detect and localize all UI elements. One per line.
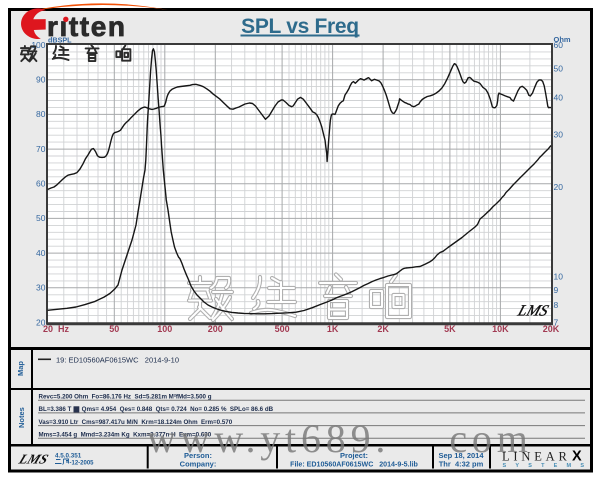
svg-text:5K: 5K	[444, 324, 456, 334]
svg-text:19: ED10560AF0615WC 2014-9-1: 19: ED10560AF0615WC 2014-9-10	[56, 356, 179, 365]
svg-text:Revc=5.200 Ohm Fo=86.176 Hz: Revc=5.200 Ohm Fo=86.176 Hz Sd=5.281m M²…	[39, 394, 212, 401]
svg-text:Thr 4:32 pm: Thr 4:32 pm	[439, 460, 484, 469]
svg-text:50: 50	[554, 64, 564, 74]
svg-text:80: 80	[36, 109, 46, 119]
svg-text:40: 40	[554, 92, 564, 102]
svg-text:Sep 18, 2014: Sep 18, 2014	[438, 451, 484, 460]
svg-text:Vas=3.910 Ltr Cms=987.417u M/: Vas=3.910 Ltr Cms=987.417u M/N Krm=18.12…	[39, 419, 233, 426]
svg-text:20 Hz: 20 Hz	[43, 324, 70, 334]
svg-text:50: 50	[109, 324, 119, 334]
svg-text:Notes: Notes	[17, 407, 26, 428]
svg-text:500: 500	[275, 324, 290, 334]
svg-text:-12-2005: -12-2005	[70, 461, 95, 467]
svg-text:SPL vs Freq: SPL vs Freq	[241, 15, 359, 38]
svg-text:8: 8	[554, 300, 559, 310]
svg-text:90: 90	[36, 75, 46, 85]
svg-text:7: 7	[554, 318, 559, 328]
svg-text:100: 100	[31, 40, 45, 50]
svg-text:www.yt689. com: www.yt689. com	[147, 416, 533, 461]
svg-text:9: 9	[554, 285, 559, 295]
svg-text:50: 50	[36, 213, 46, 223]
svg-text:20: 20	[554, 182, 564, 192]
svg-text:LMS: LMS	[15, 452, 50, 467]
svg-text:4.5.0.351: 4.5.0.351	[55, 453, 82, 460]
svg-text:Map: Map	[16, 361, 25, 376]
svg-text:Person:: Person:	[184, 451, 212, 460]
svg-text:LMS: LMS	[515, 303, 551, 320]
svg-text:X: X	[572, 449, 582, 465]
svg-text:2K: 2K	[377, 324, 389, 334]
svg-text:1K: 1K	[327, 324, 339, 334]
svg-text:30: 30	[36, 283, 46, 293]
svg-text:File: ED10560AF0615WC 2014-9: File: ED10560AF0615WC 2014-9-5.lib	[290, 461, 418, 469]
svg-text:10: 10	[554, 271, 564, 281]
svg-text:30: 30	[554, 130, 564, 140]
svg-text:70: 70	[36, 144, 46, 154]
svg-text:20K: 20K	[543, 324, 560, 334]
svg-text:20: 20	[36, 317, 46, 327]
svg-text:10K: 10K	[492, 324, 509, 334]
svg-text:Company:: Company:	[180, 460, 217, 469]
svg-text:Project:: Project:	[340, 451, 368, 460]
svg-text:SYSTEMS: SYSTEMS	[503, 463, 594, 469]
svg-text:Ohm: Ohm	[554, 35, 571, 44]
svg-text:LINEAR: LINEAR	[502, 450, 571, 464]
svg-text:dBSPL: dBSPL	[48, 36, 72, 45]
svg-text:Mms=3.454 g Mmd=3.234m Kg Kx: Mms=3.454 g Mmd=3.234m Kg Kxm=3.377n H E…	[39, 431, 212, 438]
svg-text:rıtten: rıtten	[47, 11, 127, 42]
svg-text:40: 40	[36, 248, 46, 258]
svg-text:60: 60	[554, 40, 564, 50]
svg-text:60: 60	[36, 179, 46, 189]
svg-text:200: 200	[208, 324, 223, 334]
svg-text:BL=3.386 T Qms= 4.954 Qe: BL=3.386 T Qms= 4.954 Qes= 0.848 Qts= 0.…	[39, 406, 274, 413]
svg-text:100: 100	[157, 324, 172, 334]
